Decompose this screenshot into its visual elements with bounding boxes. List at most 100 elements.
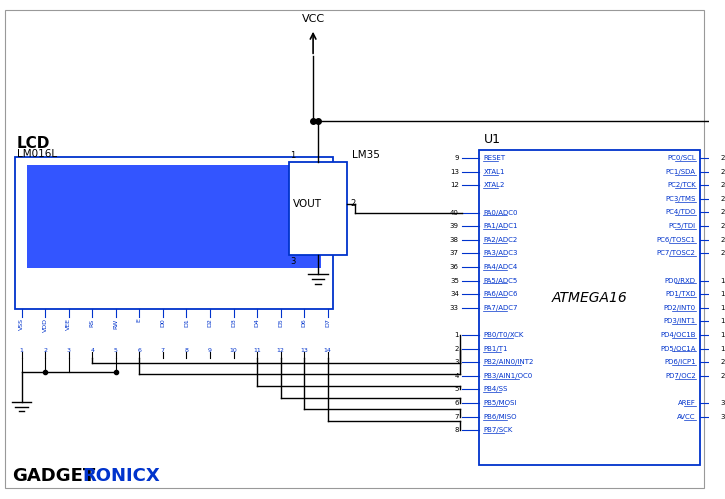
Text: 8: 8 — [455, 427, 459, 433]
Text: PB6/MISO: PB6/MISO — [484, 414, 517, 420]
Text: D0: D0 — [160, 318, 165, 327]
Text: 23: 23 — [720, 169, 725, 175]
Bar — [479, 150, 700, 465]
Text: PA1/ADC1: PA1/ADC1 — [484, 223, 518, 229]
Text: XTAL1: XTAL1 — [484, 169, 505, 175]
Text: 29: 29 — [720, 250, 725, 256]
Text: 12: 12 — [450, 182, 459, 188]
Text: D6: D6 — [302, 318, 307, 327]
Text: E: E — [137, 318, 142, 322]
Text: 35: 35 — [450, 277, 459, 283]
Text: 27: 27 — [720, 223, 725, 229]
Text: GADGET: GADGET — [12, 467, 95, 485]
Text: 40: 40 — [450, 210, 459, 216]
Text: PD6/ICP1: PD6/ICP1 — [664, 359, 696, 365]
Text: LCD: LCD — [17, 136, 50, 151]
Text: PA3/ADC3: PA3/ADC3 — [484, 250, 518, 256]
Text: 5: 5 — [114, 348, 117, 353]
Text: 10: 10 — [230, 348, 237, 353]
Bar — [14, 157, 333, 309]
Text: 28: 28 — [720, 237, 725, 243]
Text: 26: 26 — [720, 210, 725, 216]
Text: 1: 1 — [20, 348, 23, 353]
Text: 24: 24 — [720, 182, 725, 188]
Text: 4: 4 — [90, 348, 94, 353]
Text: D1: D1 — [184, 318, 189, 327]
Text: 3: 3 — [455, 359, 459, 365]
Text: LM016L: LM016L — [17, 149, 57, 159]
Text: 25: 25 — [720, 196, 725, 202]
Text: PC6/TOSC1: PC6/TOSC1 — [657, 237, 696, 243]
Text: 34: 34 — [450, 291, 459, 297]
Text: 39: 39 — [450, 223, 459, 229]
Text: 2: 2 — [455, 346, 459, 352]
Bar — [28, 165, 321, 267]
Text: RONICX: RONICX — [82, 467, 160, 485]
Text: 21: 21 — [720, 373, 725, 379]
Text: 4: 4 — [455, 373, 459, 379]
Text: D4: D4 — [254, 318, 260, 327]
Text: 11: 11 — [253, 348, 261, 353]
Text: RESET: RESET — [484, 155, 505, 161]
Text: PC4/TDO: PC4/TDO — [665, 210, 696, 216]
Text: 18: 18 — [720, 332, 725, 338]
Text: 6: 6 — [455, 400, 459, 406]
Text: 17: 17 — [720, 318, 725, 324]
Text: PC2/TCK: PC2/TCK — [667, 182, 696, 188]
Text: VOUT: VOUT — [293, 199, 322, 209]
Text: XTAL2: XTAL2 — [484, 182, 505, 188]
Text: PA4/ADC4: PA4/ADC4 — [484, 264, 518, 270]
Text: PC1/SDA: PC1/SDA — [666, 169, 696, 175]
Text: U1: U1 — [484, 133, 501, 146]
Text: VCC: VCC — [302, 14, 325, 24]
Text: PB0/T0/XCK: PB0/T0/XCK — [484, 332, 523, 338]
Text: PB4/SS: PB4/SS — [484, 386, 508, 392]
Text: PA7/ADC7: PA7/ADC7 — [484, 305, 518, 311]
Text: 38: 38 — [450, 237, 459, 243]
Text: 1: 1 — [291, 151, 296, 160]
Text: 15: 15 — [720, 291, 725, 297]
Text: 36: 36 — [450, 264, 459, 270]
Text: PD5/OC1A: PD5/OC1A — [660, 345, 696, 351]
Text: 2: 2 — [43, 348, 47, 353]
Text: PB1/T1: PB1/T1 — [484, 346, 508, 352]
Text: 20: 20 — [720, 359, 725, 365]
Bar — [289, 162, 347, 255]
Text: 6: 6 — [137, 348, 141, 353]
Text: 19: 19 — [720, 345, 725, 351]
Text: RS: RS — [90, 318, 95, 327]
Text: PC7/TOSC2: PC7/TOSC2 — [657, 250, 696, 256]
Text: PB3/AIN1/OC0: PB3/AIN1/OC0 — [484, 373, 533, 379]
Text: D7: D7 — [326, 318, 331, 327]
Text: 9: 9 — [455, 155, 459, 161]
Text: 2: 2 — [350, 199, 355, 208]
Text: D3: D3 — [231, 318, 236, 327]
Text: PB5/MOSI: PB5/MOSI — [484, 400, 517, 406]
Text: 37: 37 — [450, 250, 459, 256]
Text: 14: 14 — [720, 277, 725, 283]
Text: 13: 13 — [450, 169, 459, 175]
Text: 32: 32 — [720, 400, 725, 406]
Text: D5: D5 — [278, 318, 283, 327]
Text: 3: 3 — [291, 257, 296, 266]
Text: 7: 7 — [161, 348, 165, 353]
Text: LM35: LM35 — [352, 150, 380, 160]
Text: 7: 7 — [455, 414, 459, 420]
Text: PA2/ADC2: PA2/ADC2 — [484, 237, 518, 243]
Text: PA6/ADC6: PA6/ADC6 — [484, 291, 518, 297]
Text: PC0/SCL: PC0/SCL — [667, 155, 696, 161]
Text: RW: RW — [113, 318, 118, 329]
Text: PC3/TMS: PC3/TMS — [666, 196, 696, 202]
Text: 13: 13 — [300, 348, 308, 353]
Text: 16: 16 — [720, 305, 725, 311]
Text: PC5/TDI: PC5/TDI — [668, 223, 696, 229]
Text: 22: 22 — [720, 155, 725, 161]
Text: 33: 33 — [450, 305, 459, 311]
Text: PD4/OC1B: PD4/OC1B — [660, 332, 696, 338]
Text: ATMEGA16: ATMEGA16 — [552, 291, 627, 305]
Text: PD7/OC2: PD7/OC2 — [665, 373, 696, 379]
Text: 1: 1 — [455, 332, 459, 338]
Text: D2: D2 — [207, 318, 212, 327]
Text: PB2/AIN0/INT2: PB2/AIN0/INT2 — [484, 359, 534, 365]
Text: 14: 14 — [324, 348, 332, 353]
